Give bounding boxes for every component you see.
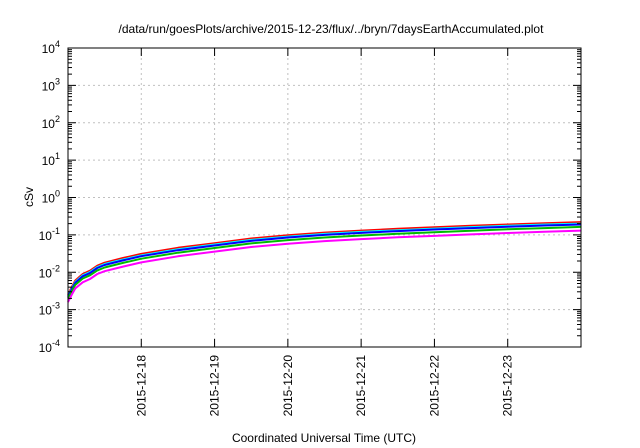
y-axis-label: cSv <box>22 187 36 207</box>
y-tick-exponent: -2 <box>52 263 60 273</box>
series-line <box>67 229 582 303</box>
y-tick-base: 10 <box>42 117 56 131</box>
y-tick-exponent: 2 <box>55 114 60 124</box>
series-line <box>67 225 582 299</box>
y-tick-label: 10-3 <box>39 301 60 318</box>
series-line <box>67 221 582 296</box>
y-tick-exponent: 3 <box>55 76 60 86</box>
y-tick-base: 10 <box>42 192 56 206</box>
y-tick-base: 10 <box>39 304 53 318</box>
y-tick-label: 102 <box>42 114 60 131</box>
y-tick-exponent: -3 <box>52 301 60 311</box>
y-tick-base: 10 <box>39 229 53 243</box>
x-tick-label: 2015-12-23 <box>501 355 515 417</box>
x-tick-label: 2015-12-22 <box>427 355 441 417</box>
y-tick-exponent: 4 <box>55 39 60 49</box>
y-tick-base: 10 <box>42 154 56 168</box>
y-tick-label: 10-2 <box>39 263 60 280</box>
chart-title: /data/run/goesPlots/archive/2015-12-23/f… <box>119 22 545 36</box>
y-tick-exponent: 1 <box>55 151 60 161</box>
x-tick-label: 2015-12-20 <box>281 355 295 417</box>
series-lines <box>67 221 582 303</box>
y-tick-label: 103 <box>42 76 60 93</box>
x-axis-label: Coordinated Universal Time (UTC) <box>232 431 416 445</box>
y-tick-base: 10 <box>42 42 56 56</box>
y-tick-base: 10 <box>39 341 53 355</box>
series-line <box>67 223 582 298</box>
y-tick-label: 100 <box>42 189 60 206</box>
y-tick-base: 10 <box>42 79 56 93</box>
gridlines <box>68 48 581 347</box>
y-tick-label: 101 <box>42 151 60 168</box>
y-tick-base: 10 <box>39 266 53 280</box>
x-tick-label: 2015-12-19 <box>208 355 222 417</box>
y-tick-label: 104 <box>42 39 60 56</box>
x-tick-label: 2015-12-18 <box>134 355 148 417</box>
y-tick-label: 10-4 <box>39 338 60 355</box>
y-tick-exponent: -4 <box>52 338 60 348</box>
x-tick-label: 2015-12-21 <box>354 355 368 417</box>
y-tick-exponent: 0 <box>55 189 60 199</box>
y-tick-exponent: -1 <box>52 226 60 236</box>
axis-ticks <box>68 47 581 348</box>
y-tick-label: 10-1 <box>39 226 60 243</box>
x-tick-labels: 2015-12-18 2015-12-19 2015-12-20 2015-12-21… <box>134 355 514 417</box>
